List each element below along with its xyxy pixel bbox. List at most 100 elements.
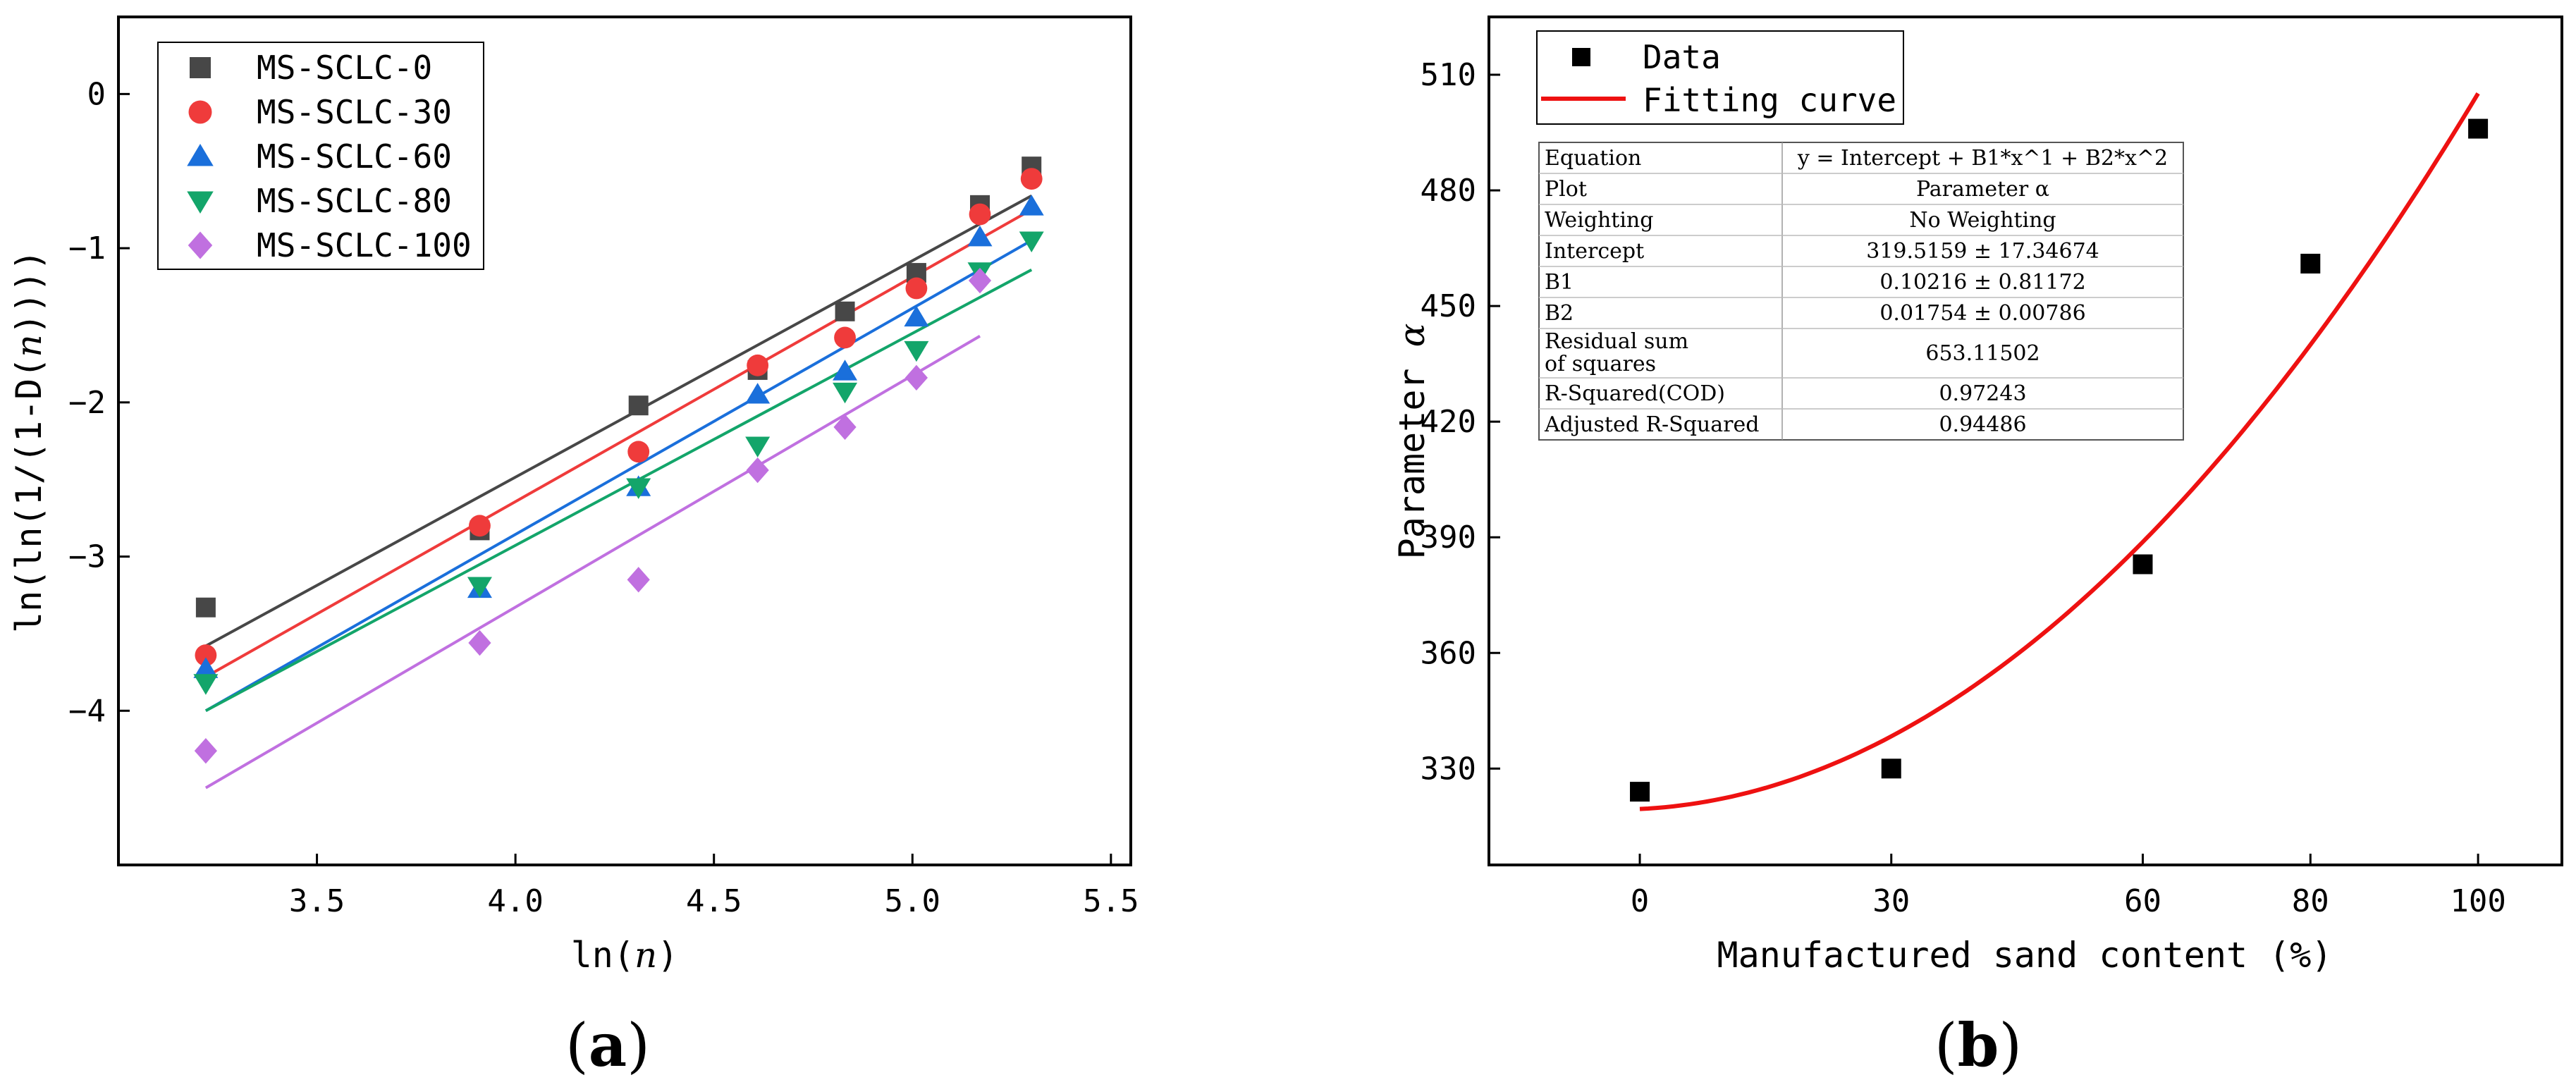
panel-a-data-point [193, 657, 219, 678]
panel-b-table-key: B2 [1545, 301, 1574, 326]
panel-a-data-point [627, 441, 650, 463]
panel-b-y-tick-label: 330 [1421, 751, 1476, 787]
panel-a-y-tick-label: −1 [68, 231, 106, 266]
panel-b-table-value: 0.10216 ± 0.81172 [1879, 270, 2085, 295]
panel-b-legend-data-label: Data [1643, 38, 1721, 76]
panel-a-x-tick-label: 4.0 [487, 883, 543, 919]
panel-a-data-point [835, 301, 855, 321]
panel-b-x-axis-title: Manufactured sand content (%) [1717, 935, 2333, 976]
panel-b-x-ticks: 0 30 60 80 100 [1631, 854, 2506, 919]
panel-a-data-point [193, 674, 219, 695]
panel-a-data-point [968, 267, 992, 294]
panel-a-data-point [468, 630, 491, 656]
panel-a-data-point [969, 203, 991, 226]
panel-b-table-key: Weighting [1545, 208, 1653, 233]
panel-a-data-point [746, 457, 769, 484]
panel-a-legend-label: MS-SCLC-30 [257, 93, 452, 131]
panel-a-legend-marker [187, 191, 214, 214]
panel-a-data-point [904, 340, 929, 362]
panel-a-data-point [833, 360, 858, 381]
panel-a-y-axis-title: ln(ln(1/(1-D(n)))) [8, 250, 49, 633]
panel-a-x-tick-label: 4.5 [686, 883, 742, 919]
panel-a-marks [193, 156, 1044, 790]
panel-b-table-value: 653.11502 [1925, 341, 2040, 366]
panel-b-table-key: B1 [1545, 270, 1574, 295]
panel-b-x-tick-label: 0 [1631, 883, 1650, 919]
panel-b-data-point [2468, 118, 2489, 139]
panel-a-x-tick-label: 3.5 [289, 883, 345, 919]
panel-b-table-key: Plot [1545, 177, 1587, 202]
panel-a-plot-frame [117, 16, 1132, 866]
panel-a-data-point [628, 395, 649, 416]
panel-b-plot-frame [1488, 16, 2563, 866]
panel-a-x-tick-label: 5.0 [885, 883, 940, 919]
panel-a-fit-line [204, 208, 1033, 678]
panel-a-x-tick-label: 5.5 [1083, 883, 1139, 919]
panel-b-table-value: y = Intercept + B1*x^1 + B2*x^2 [1797, 146, 2168, 171]
panel-a-label: (a) [565, 1010, 650, 1080]
panel-a-data-point [904, 364, 928, 391]
panel-a-fit-line [204, 335, 981, 790]
panel-b-table-key: Residual sum [1545, 329, 1688, 354]
panel-b-y-tick-label: 450 [1421, 288, 1476, 324]
panel-b-y-ticks: 330 360 390 420 450 480 510 [1421, 57, 1500, 787]
panel-b-table-value: 0.94486 [1939, 412, 2026, 437]
panel-a-data-point [195, 597, 216, 618]
panel-b-y-tick-label: 360 [1421, 635, 1476, 671]
panel-b-data-point [2300, 253, 2321, 274]
panel-b-table-key: Equation [1545, 146, 1641, 171]
panel-a-legend: MS-SCLC-0 MS-SCLC-30 MS-SCLC-60 MS-SCLC-80 M… [157, 42, 484, 270]
panel-a-data-point [745, 383, 771, 404]
panel-a-data-point [1019, 231, 1044, 252]
panel-b-data-point [1630, 782, 1650, 802]
panel-b-x-tick-label: 100 [2450, 883, 2506, 919]
panel-b-table-row: Intercept 319.5159 ± 17.34674 [1545, 239, 2099, 264]
panel-b-legend-fit-label: Fitting curve [1643, 81, 1896, 119]
panel-a-data-point [967, 225, 993, 247]
panel-a-legend-marker [188, 231, 213, 259]
panel-a-data-point [467, 577, 492, 598]
panel-b-table-value: No Weighting [1909, 208, 2056, 233]
panel-a-data-point [627, 567, 650, 593]
panel-b-legend-data-marker [1572, 48, 1590, 66]
panel-b-y-tick-label: 480 [1421, 173, 1476, 209]
panel-b-table-frame [1538, 142, 2184, 441]
panel-a-data-point [626, 478, 651, 499]
panel-a-legend-box [157, 42, 484, 270]
panel-b-table-key: of squares [1545, 352, 1656, 376]
panel-b-table-row: R-Squared(COD) 0.97243 [1545, 381, 2027, 406]
panel-b-table-row: Weighting No Weighting [1545, 208, 2056, 233]
panel-b-table-row: B1 0.10216 ± 0.81172 [1545, 270, 2086, 295]
panel-b-fit-table: Equation y = Intercept + B1*x^1 + B2*x^2 P… [1538, 142, 2184, 441]
panel-a-chart: 3.5 4.0 4.5 5.0 5.5 0 −1 −2 −3 −4 ln(n) ln(ln(1/… [8, 16, 1139, 1080]
panel-a-data-point [194, 737, 217, 764]
panel-b-y-tick-label: 420 [1421, 404, 1476, 440]
panel-a-data-point [833, 414, 857, 441]
panel-a-fit-line [204, 194, 1033, 648]
panel-a-y-tick-label: −2 [68, 385, 106, 421]
panel-b-table-row: B2 0.01754 ± 0.00786 [1545, 301, 2086, 326]
panel-a-data-point [195, 644, 217, 666]
panel-a-data-point [905, 277, 928, 300]
panel-a-legend-marker [187, 144, 214, 166]
panel-a-data-point [1019, 195, 1044, 216]
panel-b-x-tick-label: 80 [2292, 883, 2329, 919]
panel-a-fit-line [204, 239, 1033, 713]
panel-b-chart: 0 30 60 80 100 330 360 390 420 450 480 510 Manufac… [1392, 16, 2563, 1080]
panel-a-y-ticks: 0 −1 −2 −3 −4 [68, 76, 130, 729]
panel-b-table-key: Intercept [1545, 239, 1644, 264]
panel-a-legend-marker [190, 57, 211, 78]
panel-a-fit-line [204, 268, 1033, 713]
panel-a-data-point [469, 515, 491, 537]
panel-b-table-row: Equation y = Intercept + B1*x^1 + B2*x^2 [1545, 146, 2168, 171]
panel-b-table-row: Adjusted R-Squared 0.94486 [1544, 412, 2027, 437]
panel-a-legend-marker [188, 100, 212, 124]
panel-b-table-value: Parameter α [1916, 177, 2049, 202]
panel-b-legend: Data Fitting curve [1536, 30, 1904, 125]
panel-a-legend-entries: MS-SCLC-0 MS-SCLC-30 MS-SCLC-60 MS-SCLC-80 M… [187, 49, 472, 264]
panel-a-data-point [833, 382, 858, 404]
panel-a-data-point [1020, 168, 1043, 190]
panel-a-x-axis-title: ln(n) [571, 935, 679, 976]
